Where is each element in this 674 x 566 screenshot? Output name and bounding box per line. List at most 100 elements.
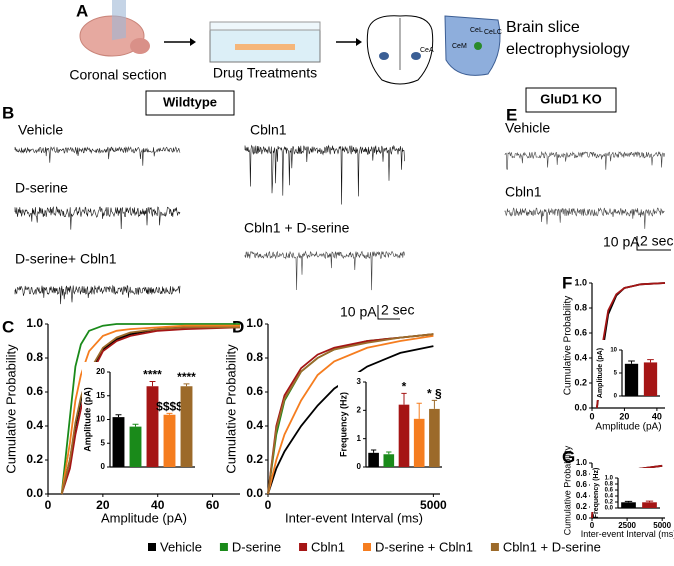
error-bar [401, 392, 407, 405]
arrow [336, 38, 362, 46]
legend-label: Cbln1 [311, 539, 345, 554]
region-label: CeL [470, 27, 483, 34]
bar [146, 386, 159, 467]
error-bar [370, 449, 377, 453]
error-bar [166, 412, 173, 415]
x-tick-label: 40 [652, 411, 662, 421]
brain-icon [79, 0, 150, 57]
y-tick-label: 0.0 [26, 486, 43, 500]
error-bar [132, 423, 139, 427]
x-tick-label: 20 [619, 411, 629, 421]
trace-label: Cbln1 [250, 122, 287, 138]
legend-swatch [299, 543, 308, 551]
bar [642, 502, 657, 508]
x-axis-label: Amplitude (pA) [595, 422, 661, 433]
y-axis-label: Cumulative Probability [223, 344, 238, 474]
y-tick-label: 0.8 [574, 302, 587, 312]
x-tick-label: 0 [590, 521, 595, 530]
cdf-line [60, 323, 240, 495]
y-tick-label: 0.8 [576, 469, 588, 478]
scale-bar [377, 305, 400, 320]
cdf-line [60, 324, 240, 495]
dish-icon [209, 21, 321, 63]
panel-label: G [562, 447, 575, 466]
scale-label: 10 pA [603, 234, 640, 250]
region-label: CeA [420, 47, 434, 54]
y-tick-label: 1.0 [605, 476, 614, 482]
y-tick-label: 0.8 [26, 350, 43, 364]
title-box [145, 90, 235, 116]
y-tick-label: 0.2 [576, 502, 588, 511]
y-tick-label: 0.6 [26, 384, 43, 398]
y-tick-label: 10 [610, 348, 617, 354]
y-axis-label: Cumulative Probability [563, 296, 574, 396]
step-label: Brain slice [506, 19, 580, 36]
x-tick-label: 20 [96, 498, 110, 512]
group-title: Wildtype [163, 94, 217, 109]
bar [112, 417, 125, 467]
y-tick-label: 0.6 [576, 480, 588, 489]
trace [14, 206, 181, 230]
bar-chart: 0 5 10 Amplitude (pA) [594, 340, 664, 400]
panel-label: F [562, 273, 572, 292]
y-axis-label: Amplitude (pA) [82, 387, 92, 452]
significance-label: * § [427, 387, 442, 401]
y-tick-label: 0.8 [246, 350, 263, 364]
y-tick-label: 0.4 [574, 352, 587, 362]
legend-swatch [363, 543, 372, 551]
step-label: Coronal section [69, 67, 166, 83]
y-tick-label: 0.2 [26, 452, 43, 466]
y-axis-label: Frequency (Hz) [593, 468, 600, 519]
y-tick-label: 20 [96, 367, 105, 376]
trace [244, 144, 405, 205]
bar [383, 454, 395, 467]
arrow [164, 38, 196, 46]
y-tick-label: 0.6 [574, 327, 587, 337]
cdf-line [267, 335, 434, 495]
error-bar [628, 360, 635, 364]
x-tick-label: 40 [151, 498, 165, 512]
trace-label: Vehicle [18, 122, 63, 138]
panel-label: C [2, 317, 14, 336]
legend-label: Cbln1 + D-serine [503, 539, 601, 554]
y-axis-label: Frequency (Hz) [338, 392, 348, 457]
y-axis-label: Amplitude (pA) [597, 348, 604, 398]
step-label: Drug Treatments [213, 65, 317, 81]
legend-swatch [148, 543, 156, 551]
x-tick-label: 2500 [618, 521, 636, 530]
significance-label: * [402, 380, 407, 394]
bar-chart: 0 5 10 15 20 Amplitude (pA) **** $$$$ **** [82, 362, 199, 471]
panel-label: A [76, 1, 88, 20]
error-bar [647, 359, 654, 363]
y-tick-label: 0.0 [246, 486, 263, 500]
line-chart: 0.0 0.2 0.4 0.6 0.8 1.0 0 20 40 60 Amplitude (pA) C… [3, 316, 241, 526]
x-axis-label: Inter-event Interval (ms) [285, 511, 423, 526]
title-box [525, 87, 617, 113]
region-label: CeLC [484, 29, 502, 36]
bar [413, 418, 425, 467]
y-axis-label: Cumulative Probability [3, 344, 18, 474]
amygdala-icon [444, 15, 501, 76]
y-tick-label: 0.2 [246, 452, 263, 466]
y-tick-label: 0.6 [246, 384, 263, 398]
trace-label: Cbln1 [505, 184, 542, 200]
step-label: electrophysiology [506, 41, 630, 58]
significance-label: **** [143, 368, 162, 382]
trace-label: D-serine [15, 180, 68, 196]
region-label: CeM [452, 43, 467, 50]
bar-chart: 0.00.20.40.60.81.0 Frequency (Hz) [590, 468, 664, 519]
scale-label: 10 pA [340, 304, 377, 320]
legend-label: D-serine [232, 539, 281, 554]
x-tick-label: 0 [45, 498, 52, 512]
bar [368, 452, 379, 467]
panel-label: E [506, 105, 517, 124]
y-tick-label: 0.8 [605, 482, 614, 488]
x-axis-label: Amplitude (pA) [101, 511, 187, 526]
y-tick-label: 2 [357, 405, 362, 414]
error-bar [183, 383, 190, 387]
trace-label: Vehicle [505, 120, 550, 136]
significance-label: **** [177, 370, 196, 384]
y-tick-label: 0.4 [605, 494, 614, 500]
legend-swatch [490, 543, 499, 551]
